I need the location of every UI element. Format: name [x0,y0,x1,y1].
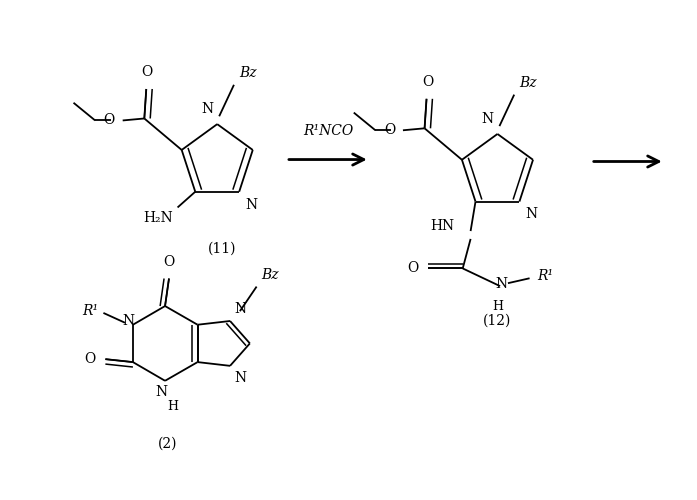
Text: R¹: R¹ [537,270,553,283]
Text: (2): (2) [158,437,178,451]
Text: H₂N: H₂N [143,212,173,226]
Text: (11): (11) [208,242,236,256]
Text: (12): (12) [483,314,512,328]
Text: N: N [155,384,167,398]
Text: N: N [234,371,246,385]
Text: N: N [201,102,213,117]
Text: Bz: Bz [239,66,256,80]
Text: H: H [167,400,178,413]
Text: O: O [84,352,95,366]
Text: N: N [245,198,257,211]
Text: R¹: R¹ [82,304,98,318]
Text: O: O [407,262,418,276]
Text: N: N [123,314,135,328]
Text: O: O [104,114,115,128]
Text: N: N [482,112,493,126]
Text: HN: HN [431,219,455,233]
Text: H: H [493,300,504,313]
Text: O: O [384,124,395,138]
Text: O: O [422,75,433,89]
Text: Bz: Bz [519,76,537,90]
Text: O: O [163,254,175,268]
Text: O: O [141,65,153,79]
Text: R¹NCO: R¹NCO [302,124,353,138]
Text: Bz: Bz [261,268,279,281]
Text: N: N [234,302,246,316]
Text: N: N [526,208,537,222]
Text: N: N [495,277,507,291]
